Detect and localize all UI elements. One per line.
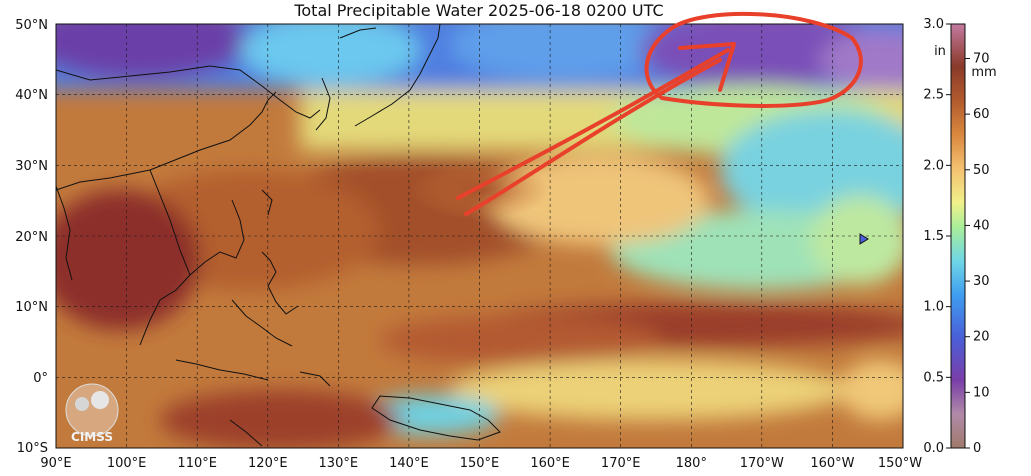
colorbar-in-tick-label: 0.0 (923, 441, 944, 456)
colorbar-mm-tick-label: 30 (973, 274, 990, 289)
colorbar-scale (950, 23, 966, 449)
colorbar-in-tick-label: 0.5 (923, 370, 944, 385)
lat-tick-labels: 50°N 40°N 30°N 20°N 10°N 0° 10°S (15, 18, 48, 456)
lon-tick-label: 90°E (40, 456, 71, 471)
annotation-arrowhead (678, 42, 736, 92)
cimss-logo-text: CIMSS (71, 430, 113, 444)
lon-tick-label: 150°W (878, 456, 922, 471)
lon-tick-label: 100°E (107, 456, 147, 471)
colorbar-in-tick-label: 2.5 (923, 88, 944, 103)
lat-tick-label: 0° (33, 371, 48, 386)
lon-tick-label: 110°E (177, 456, 217, 471)
colorbar-in-tick-label: 3.0 (923, 17, 944, 32)
lon-tick-label: 160°E (530, 456, 570, 471)
tpw-field (56, 24, 903, 448)
colorbar-in-tick-label: 2.0 (923, 158, 944, 173)
lat-tick-label: 10°N (15, 300, 48, 315)
colorbar: in mm 3.0 2.5 2.0 1.5 1.0 0.5 0.0 70 60 50 40 30 20… (923, 17, 996, 456)
colorbar-in-tick-label: 1.5 (923, 229, 944, 244)
colorbar-mm-tick-label: 40 (973, 218, 990, 233)
lat-tick-label: 10°S (17, 441, 48, 456)
colorbar-mm-tick-label: 70 (973, 51, 990, 66)
marker-icon (859, 233, 869, 245)
hand-annotation (456, 11, 863, 216)
colorbar-ticks (946, 23, 970, 449)
colorbar-mm-tick-label: 20 (973, 330, 990, 345)
annotation-arrow-lower (464, 58, 722, 216)
colorbar-mm-tick-label: 60 (973, 107, 990, 122)
lon-tick-label: 180° (676, 456, 707, 471)
annotation-circle (644, 11, 863, 108)
colorbar-in-tick-label: 1.0 (923, 300, 944, 315)
lat-tick-label: 20°N (15, 230, 48, 245)
colorbar-mm-tick-label: 0 (973, 441, 981, 456)
annotation-arrow-upper (456, 48, 730, 200)
lon-tick-label: 170°W (740, 456, 784, 471)
map-title: Total Precipitable Water 2025-06-18 0200… (293, 1, 663, 20)
graticule (56, 24, 903, 448)
lat-tick-label: 40°N (15, 88, 48, 103)
colorbar-in-label: in (934, 44, 946, 59)
map-frame (55, 23, 904, 449)
lat-tick-label: 30°N (15, 159, 48, 174)
colorbar-mm-ticks: 70 60 50 40 30 20 10 0 (973, 51, 990, 456)
lon-tick-label: 160°W (810, 456, 854, 471)
lon-tick-labels: 90°E 100°E 110°E 120°E 130°E 140°E 150°E… (40, 456, 922, 471)
lon-tick-label: 170°E (601, 456, 641, 471)
coastlines (56, 24, 501, 447)
lon-tick-label: 130°E (319, 456, 359, 471)
cimss-logo: CIMSS (65, 383, 119, 444)
lat-tick-label: 50°N (15, 18, 48, 33)
colorbar-mm-tick-label: 50 (973, 163, 990, 178)
lon-tick-label: 120°E (248, 456, 288, 471)
lon-tick-label: 150°E (460, 456, 500, 471)
colorbar-mm-tick-label: 10 (973, 385, 990, 400)
colorbar-in-ticks: 3.0 2.5 2.0 1.5 1.0 0.5 0.0 (923, 17, 944, 456)
colorbar-mm-label: mm (971, 65, 996, 80)
lon-tick-label: 140°E (389, 456, 429, 471)
